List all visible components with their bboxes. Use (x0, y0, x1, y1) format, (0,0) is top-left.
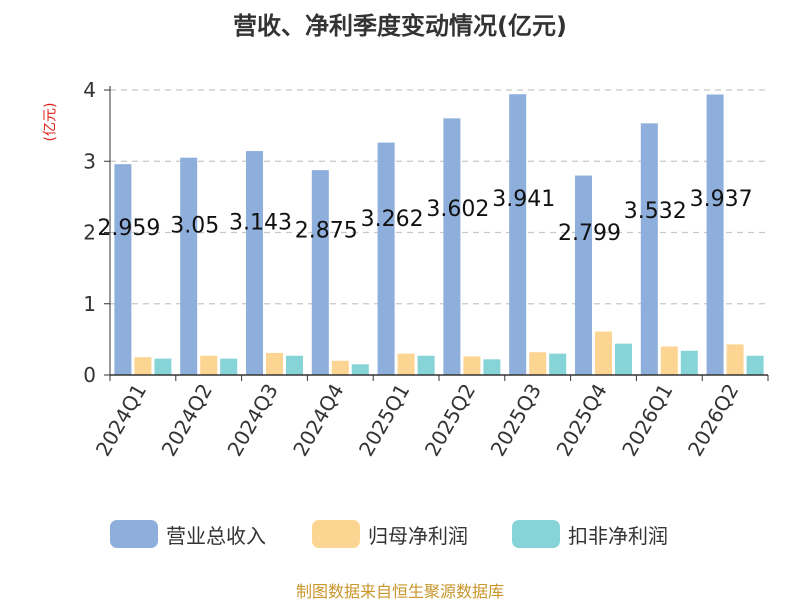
legend-swatch-net-profit (312, 520, 360, 548)
x-tick-label: 2025Q1 (354, 380, 414, 461)
bar-net-profit (200, 355, 218, 375)
bar-deducted-profit (417, 355, 435, 375)
bar-deducted-profit (549, 353, 567, 375)
bar-deducted-profit (220, 358, 238, 375)
bar-net-profit (463, 356, 481, 375)
data-label-revenue: 3.937 (690, 187, 753, 212)
bar-net-profit (331, 360, 349, 375)
legend-item-net-profit[interactable]: 归母净利润 (312, 518, 468, 550)
y-tick-label: 4 (83, 78, 96, 102)
data-label-revenue: 3.143 (229, 211, 292, 236)
bar-net-profit (726, 344, 744, 375)
data-label-revenue: 3.602 (426, 197, 489, 222)
bar-revenue (509, 94, 527, 376)
bar-revenue (706, 94, 724, 376)
data-label-revenue: 3.532 (624, 199, 687, 224)
legend-label-net-profit: 归母净利润 (368, 523, 468, 548)
x-tick-label: 2024Q2 (157, 380, 217, 461)
bar-net-profit (266, 352, 283, 375)
data-label-revenue: 2.875 (295, 219, 358, 244)
bar-revenue (311, 170, 329, 375)
bar-deducted-profit (746, 355, 764, 375)
bar-net-profit (397, 353, 415, 375)
legend-item-revenue[interactable]: 营业总收入 (110, 518, 266, 550)
x-tick-label: 2025Q3 (486, 380, 546, 461)
bar-revenue (443, 118, 461, 376)
chart-legend: 营业总收入 归母净利润 扣非净利润 (0, 518, 800, 550)
bar-net-profit (660, 346, 678, 375)
data-label-revenue: 3.262 (361, 207, 424, 232)
bar-deducted-profit (483, 359, 501, 375)
y-tick-label: 1 (83, 292, 96, 316)
x-tick-label: 2024Q3 (222, 380, 282, 461)
bar-deducted-profit (351, 364, 369, 375)
legend-label-deducted-profit: 扣非净利润 (568, 523, 668, 548)
bar-deducted-profit (154, 358, 172, 375)
bar-deducted-profit (615, 343, 632, 375)
legend-label-revenue: 营业总收入 (166, 523, 266, 548)
y-tick-label: 3 (83, 149, 96, 173)
bar-net-profit (529, 352, 547, 375)
bar-deducted-profit (286, 355, 303, 375)
bar-revenue (640, 123, 658, 375)
data-source-note: 制图数据来自恒生聚源数据库 (295, 582, 504, 601)
x-tick-label: 2026Q1 (617, 380, 677, 461)
legend-swatch-revenue (110, 520, 158, 548)
y-tick-label: 0 (83, 363, 96, 387)
bar-deducted-profit (680, 350, 698, 375)
data-label-revenue: 3.941 (492, 187, 555, 212)
bar-net-profit (595, 331, 612, 375)
x-tick-label: 2026Q2 (683, 380, 743, 461)
y-tick-label: 2 (83, 221, 96, 245)
x-tick-label: 2024Q1 (91, 380, 151, 461)
bar-net-profit (134, 357, 152, 375)
data-label-revenue: 2.959 (97, 216, 160, 241)
chart-title: 营收、净利季度变动情况(亿元) (233, 12, 567, 40)
data-label-revenue: 2.799 (558, 221, 621, 246)
data-label-revenue: 3.05 (170, 213, 219, 238)
bar-revenue (377, 142, 395, 375)
x-tick-label: 2024Q4 (288, 380, 348, 461)
x-tick-label: 2025Q4 (551, 380, 611, 461)
bar-revenue (246, 151, 263, 375)
legend-swatch-deducted-profit (512, 520, 560, 548)
legend-item-deducted-profit[interactable]: 扣非净利润 (512, 518, 668, 550)
bar-revenue (575, 175, 592, 375)
bar-revenue (114, 164, 132, 375)
x-tick-label: 2025Q2 (420, 380, 480, 461)
bar-revenue (180, 157, 198, 375)
